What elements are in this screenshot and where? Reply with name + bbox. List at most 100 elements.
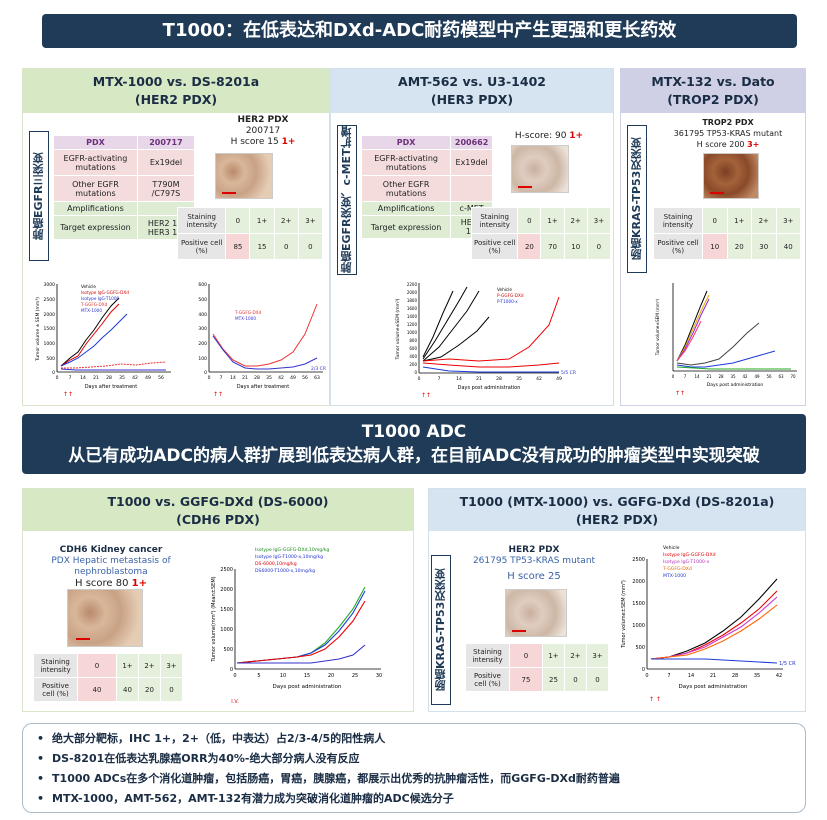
svg-text:10: 10 xyxy=(280,673,286,679)
svg-text:49: 49 xyxy=(556,376,562,382)
svg-text:Isotype IgG-GGFG-DXd,10mg/kg: Isotype IgG-GGFG-DXd,10mg/kg xyxy=(255,547,329,553)
svg-text:7: 7 xyxy=(438,376,441,382)
svg-text:56: 56 xyxy=(766,374,772,379)
panel-mtx1000-vs-ds8201a-her2: T1000 (MTX-1000) vs. GGFG-DXd (DS-8201a)… xyxy=(428,488,806,712)
svg-text:Days post administration: Days post administration xyxy=(272,684,342,690)
svg-text:Tumor volume±SEM (mm³): Tumor volume±SEM (mm³) xyxy=(655,298,660,356)
svg-text:0: 0 xyxy=(672,374,675,379)
mutation-tag: 肺癌EGFR突变、c-MET扩增 xyxy=(337,125,357,275)
ihc-image xyxy=(67,589,143,647)
svg-text:↑↑: ↑↑ xyxy=(421,392,431,399)
svg-text:14: 14 xyxy=(694,374,700,379)
svg-text:5: 5 xyxy=(257,673,260,679)
svg-text:P-GGFG-DXd: P-GGFG-DXd xyxy=(497,293,524,298)
svg-text:1600: 1600 xyxy=(407,306,418,311)
mutation-tag: 肺癌EGFR三突变 xyxy=(29,131,49,261)
svg-text:0: 0 xyxy=(52,370,55,376)
svg-text:2/3 CR: 2/3 CR xyxy=(311,366,326,372)
svg-text:Days post administration: Days post administration xyxy=(458,385,521,391)
panel-header: MTX-132 vs. Dato (TROP2 PDX) xyxy=(621,69,805,113)
svg-text:35: 35 xyxy=(516,376,522,382)
svg-text:200: 200 xyxy=(409,362,417,367)
ihc-image xyxy=(505,589,567,637)
svg-text:14: 14 xyxy=(456,376,462,382)
svg-text:49: 49 xyxy=(754,374,760,379)
svg-text:7: 7 xyxy=(667,673,670,679)
svg-text:49: 49 xyxy=(290,375,296,381)
pdx-info-table: PDX 200662 EGFR-activating mutations Ex19d… xyxy=(360,135,493,239)
svg-text:21: 21 xyxy=(476,376,482,382)
svg-text:400: 400 xyxy=(198,312,207,318)
panel-title: MTX-1000 vs. DS-8201a xyxy=(92,74,260,89)
svg-text:500: 500 xyxy=(223,647,233,653)
svg-text:T-GGFG-DXd: T-GGFG-DXd xyxy=(662,566,692,572)
svg-text:2500: 2500 xyxy=(632,557,645,563)
panel-title: MTX-132 vs. Dato xyxy=(651,74,775,89)
svg-text:0: 0 xyxy=(414,370,417,375)
svg-text:70: 70 xyxy=(790,374,796,379)
svg-text:800: 800 xyxy=(409,338,417,343)
svg-text:P-T1000-x: P-T1000-x xyxy=(497,299,518,304)
svg-text:0: 0 xyxy=(418,376,421,382)
svg-text:56: 56 xyxy=(302,375,308,381)
svg-text:1800: 1800 xyxy=(407,298,418,303)
svg-text:Days post administration: Days post administration xyxy=(707,382,764,388)
svg-text:Isotype IgG-GGFG-DXd: Isotype IgG-GGFG-DXd xyxy=(663,552,716,558)
svg-text:25: 25 xyxy=(352,673,358,679)
note-item: DS-8201在低表达乳腺癌ORR为40%-绝大部分病人没有反应 xyxy=(37,749,791,769)
svg-text:Tumor volume(mm³) (Mean±SEM): Tumor volume(mm³) (Mean±SEM) xyxy=(211,576,217,662)
panel-subtitle: (HER2 PDX) xyxy=(134,92,218,107)
svg-text:2500: 2500 xyxy=(220,567,233,573)
svg-text:Isotype IgG-T1000-x,10mg/kg: Isotype IgG-T1000-x,10mg/kg xyxy=(255,554,323,560)
svg-text:14: 14 xyxy=(230,375,236,381)
note-item: MTX-1000，AMT-562，AMT-132有潜力成为突破消化道肿瘤的ADC… xyxy=(37,789,791,809)
svg-text:1000: 1000 xyxy=(220,627,233,633)
svg-text:2200: 2200 xyxy=(407,282,418,287)
svg-text:2000: 2000 xyxy=(407,290,418,295)
svg-text:0: 0 xyxy=(204,370,207,376)
svg-text:63: 63 xyxy=(778,374,784,379)
ihc-caption: HER2 PDX 261795 TP53-KRAS mutant H score… xyxy=(472,545,596,582)
svg-text:Tumor volume±SEM (mm³): Tumor volume±SEM (mm³) xyxy=(621,580,627,649)
svg-text:400: 400 xyxy=(409,354,417,359)
staining-score-table: Staining intensity 0 1+ 2+ 3+ Positive cell … xyxy=(176,207,324,260)
top-title-banner: T1000：在低表达和DXd-ADC耐药模型中产生更强和更长药效 xyxy=(42,14,797,48)
panel-header: T1000 vs. GGFG-DXd (DS-6000) (CDH6 PDX) xyxy=(23,489,413,531)
staining-score-table: Staining intensity 0 1+ 2+ 3+ Positive cell … xyxy=(470,207,612,260)
svg-text:Days after treatment: Days after treatment xyxy=(85,384,138,390)
svg-text:1400: 1400 xyxy=(407,314,418,319)
svg-text:MTX-1000: MTX-1000 xyxy=(81,308,102,313)
svg-text:600: 600 xyxy=(198,282,207,288)
panel-subtitle: (HER3 PDX) xyxy=(430,92,514,107)
svg-text:Vehicle: Vehicle xyxy=(663,545,680,551)
tumor-growth-chart: 0 200 400 600 800 1000 1200 1400 1600 1800 2000 220… xyxy=(395,282,576,399)
svg-text:0: 0 xyxy=(56,375,59,381)
svg-text:DS-6000,10mg/kg: DS-6000,10mg/kg xyxy=(255,561,297,567)
svg-text:Isotype IgG-T1000: Isotype IgG-T1000 xyxy=(81,296,119,301)
svg-text:100: 100 xyxy=(198,356,207,362)
svg-text:35: 35 xyxy=(119,375,125,381)
svg-text:21: 21 xyxy=(710,673,716,679)
panel-subtitle: (CDH6 PDX) xyxy=(176,512,260,527)
svg-text:2000: 2000 xyxy=(44,312,56,318)
ihc-image xyxy=(511,145,569,193)
svg-text:200: 200 xyxy=(198,341,207,347)
svg-text:MTX-1000: MTX-1000 xyxy=(235,316,256,321)
svg-text:21: 21 xyxy=(242,375,248,381)
svg-text:0: 0 xyxy=(645,673,648,679)
ihc-image xyxy=(215,153,273,199)
svg-text:5/5 CR: 5/5 CR xyxy=(561,370,576,376)
summary-notes: 绝大部分靶标，IHC 1+，2+（低，中表达）占2/3-4/5的阳性病人 DS-… xyxy=(22,723,806,813)
svg-text:63: 63 xyxy=(314,375,320,381)
svg-text:7: 7 xyxy=(69,375,72,381)
svg-text:Tumor volume±SEM (mm³): Tumor volume±SEM (mm³) xyxy=(395,298,401,360)
svg-text:300: 300 xyxy=(198,326,207,332)
svg-text:1000: 1000 xyxy=(407,330,418,335)
svg-text:↑↑: ↑↑ xyxy=(63,391,73,398)
svg-text:0: 0 xyxy=(230,667,233,673)
mid-banner-title: T1000 ADC xyxy=(361,422,467,442)
svg-text:0: 0 xyxy=(233,673,236,679)
svg-text:28: 28 xyxy=(254,375,260,381)
svg-text:1000: 1000 xyxy=(44,341,56,347)
svg-text:35: 35 xyxy=(754,673,760,679)
